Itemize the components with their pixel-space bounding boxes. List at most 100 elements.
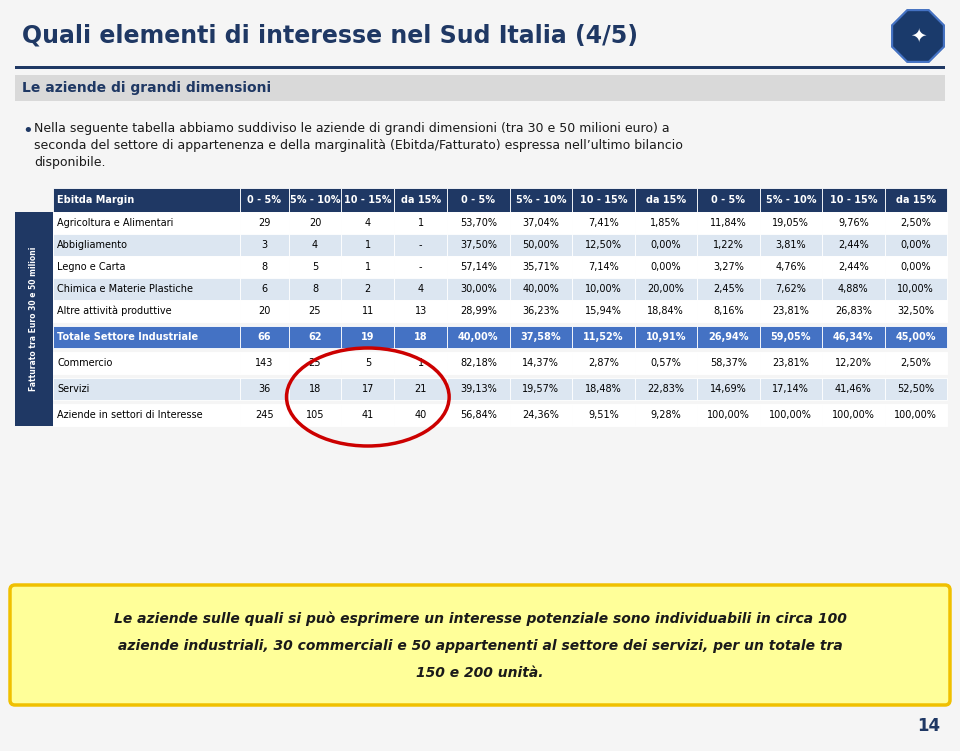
Bar xyxy=(697,256,759,278)
Text: -: - xyxy=(419,240,422,250)
Bar xyxy=(395,278,447,300)
Bar xyxy=(510,352,572,374)
Text: 10,00%: 10,00% xyxy=(585,284,622,294)
Bar xyxy=(447,188,510,212)
Text: 9,76%: 9,76% xyxy=(838,218,869,228)
Text: da 15%: da 15% xyxy=(646,195,685,205)
Bar xyxy=(510,234,572,256)
Text: 0 - 5%: 0 - 5% xyxy=(248,195,281,205)
Bar xyxy=(697,378,759,400)
Bar xyxy=(697,278,759,300)
Text: 2,50%: 2,50% xyxy=(900,218,931,228)
Bar xyxy=(510,188,572,212)
Text: 30,00%: 30,00% xyxy=(460,284,496,294)
Bar xyxy=(822,352,884,374)
Text: 11,52%: 11,52% xyxy=(583,332,624,342)
Text: 52,50%: 52,50% xyxy=(898,384,934,394)
Text: 0,00%: 0,00% xyxy=(651,240,682,250)
Text: 29: 29 xyxy=(258,218,271,228)
Text: da 15%: da 15% xyxy=(896,195,936,205)
Text: 66: 66 xyxy=(257,332,272,342)
Bar xyxy=(635,404,697,426)
Bar xyxy=(342,326,395,348)
Text: 100,00%: 100,00% xyxy=(707,410,750,420)
Text: 17,14%: 17,14% xyxy=(773,384,809,394)
Bar xyxy=(240,404,289,426)
Bar xyxy=(342,404,395,426)
Bar xyxy=(510,326,572,348)
Text: 11,84%: 11,84% xyxy=(710,218,747,228)
Text: 58,37%: 58,37% xyxy=(709,358,747,368)
Bar xyxy=(635,188,697,212)
Text: 8,16%: 8,16% xyxy=(713,306,744,316)
Text: 10,91%: 10,91% xyxy=(645,332,686,342)
Text: 5% - 10%: 5% - 10% xyxy=(765,195,816,205)
Text: 7,62%: 7,62% xyxy=(776,284,806,294)
Text: 37,04%: 37,04% xyxy=(522,218,560,228)
Text: 3: 3 xyxy=(261,240,268,250)
Text: seconda del settore di appartenenza e della marginalità (Ebitda/Fatturato) espre: seconda del settore di appartenenza e de… xyxy=(34,139,683,152)
Text: 9,28%: 9,28% xyxy=(651,410,682,420)
Text: 40,00%: 40,00% xyxy=(522,284,560,294)
Text: 28,99%: 28,99% xyxy=(460,306,497,316)
Text: 19,05%: 19,05% xyxy=(773,218,809,228)
Text: 18,48%: 18,48% xyxy=(585,384,622,394)
Text: 100,00%: 100,00% xyxy=(831,410,875,420)
Bar xyxy=(53,404,240,426)
Text: 6: 6 xyxy=(261,284,268,294)
Bar xyxy=(447,378,510,400)
Bar xyxy=(53,378,240,400)
Text: 3,81%: 3,81% xyxy=(776,240,806,250)
Text: ✦: ✦ xyxy=(910,26,926,46)
Text: 5% - 10%: 5% - 10% xyxy=(516,195,566,205)
Bar xyxy=(342,234,395,256)
Text: Aziende in settori di Interesse: Aziende in settori di Interesse xyxy=(57,410,203,420)
Bar xyxy=(395,300,447,322)
Bar xyxy=(395,188,447,212)
Text: 105: 105 xyxy=(305,410,324,420)
Bar xyxy=(447,256,510,278)
Text: 5: 5 xyxy=(312,262,318,272)
Bar xyxy=(289,378,342,400)
Bar xyxy=(342,352,395,374)
Text: 14,37%: 14,37% xyxy=(522,358,560,368)
Bar xyxy=(15,66,945,69)
Bar xyxy=(53,278,240,300)
Text: 100,00%: 100,00% xyxy=(769,410,812,420)
Bar xyxy=(884,300,947,322)
Bar xyxy=(884,404,947,426)
Bar xyxy=(342,278,395,300)
Bar xyxy=(822,378,884,400)
Text: 0,57%: 0,57% xyxy=(650,358,682,368)
Text: 9,51%: 9,51% xyxy=(588,410,618,420)
Text: 1,85%: 1,85% xyxy=(651,218,682,228)
Bar xyxy=(822,404,884,426)
Bar xyxy=(53,326,240,348)
Text: 17: 17 xyxy=(362,384,374,394)
Bar xyxy=(510,404,572,426)
Text: 2,44%: 2,44% xyxy=(838,262,869,272)
Bar xyxy=(53,256,240,278)
Bar xyxy=(822,188,884,212)
Text: -: - xyxy=(419,262,422,272)
Bar xyxy=(53,212,240,234)
Text: 100,00%: 100,00% xyxy=(895,410,937,420)
Text: 26,83%: 26,83% xyxy=(835,306,872,316)
Bar xyxy=(697,234,759,256)
Text: 7,14%: 7,14% xyxy=(588,262,618,272)
Text: 19,57%: 19,57% xyxy=(522,384,560,394)
Bar xyxy=(240,352,289,374)
Bar xyxy=(510,256,572,278)
Bar xyxy=(697,404,759,426)
Bar xyxy=(822,278,884,300)
Text: 1,22%: 1,22% xyxy=(713,240,744,250)
Text: 36,23%: 36,23% xyxy=(522,306,560,316)
Bar xyxy=(289,326,342,348)
Text: 2,44%: 2,44% xyxy=(838,240,869,250)
Bar xyxy=(697,326,759,348)
Bar xyxy=(342,378,395,400)
Bar xyxy=(395,352,447,374)
Bar xyxy=(289,300,342,322)
Bar xyxy=(289,188,342,212)
Bar xyxy=(572,234,635,256)
